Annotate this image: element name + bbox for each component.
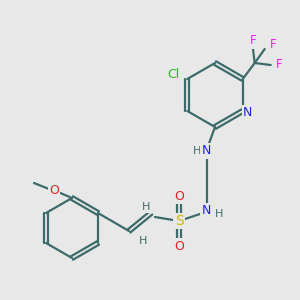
Text: H: H (215, 209, 223, 219)
Text: O: O (49, 184, 59, 196)
Text: O: O (174, 239, 184, 253)
Text: F: F (275, 58, 282, 71)
Text: Cl: Cl (167, 68, 179, 82)
Text: H: H (142, 202, 150, 212)
Text: F: F (269, 38, 276, 52)
Text: O: O (174, 190, 184, 202)
Text: N: N (243, 106, 252, 119)
Text: H: H (193, 146, 201, 156)
Text: N: N (201, 205, 211, 218)
Text: S: S (175, 214, 183, 228)
Text: N: N (201, 145, 211, 158)
Text: H: H (139, 236, 147, 246)
Text: F: F (249, 34, 256, 47)
